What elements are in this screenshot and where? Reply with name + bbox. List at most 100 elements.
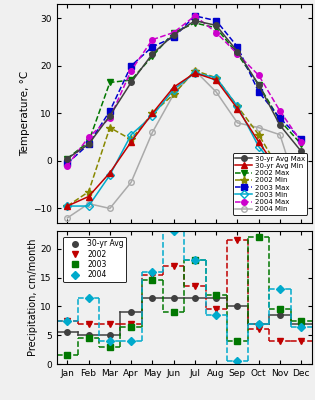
2004 Max	[66, 163, 69, 168]
2003 Max	[257, 90, 261, 94]
Legend: 30-yr Avg, 2002, 2003, 2004: 30-yr Avg, 2002, 2003, 2004	[63, 237, 126, 282]
2004 Max	[257, 73, 261, 78]
2002 Min	[172, 92, 175, 97]
2003	[236, 338, 239, 343]
2004 Min	[87, 201, 90, 206]
2004	[129, 338, 133, 343]
2004	[87, 295, 90, 300]
2003	[129, 324, 133, 329]
2002 Max	[66, 156, 69, 161]
2004 Max	[172, 30, 175, 35]
2003 Max	[108, 108, 112, 113]
2002 Max	[278, 118, 282, 123]
2004 Min	[108, 206, 112, 211]
2004	[172, 229, 175, 234]
2003 Max	[236, 44, 239, 49]
2004 Max	[129, 68, 133, 73]
2003 Max	[278, 116, 282, 120]
2003	[108, 344, 112, 349]
2002 Max	[151, 54, 154, 59]
2003 Min	[257, 144, 261, 149]
30-yr Avg	[129, 310, 133, 314]
2004 Max	[87, 135, 90, 140]
30-yr Avg	[236, 304, 239, 309]
30-yr Avg	[299, 321, 303, 326]
Line: 2004 Max: 2004 Max	[65, 13, 304, 168]
2004	[236, 359, 239, 364]
2003 Min	[108, 173, 112, 178]
2002 Min	[299, 187, 303, 192]
2004 Min	[66, 216, 69, 220]
Line: 2002 Max: 2002 Max	[65, 20, 304, 161]
30-yr Avg	[278, 313, 282, 318]
2004 Max	[299, 140, 303, 144]
2002	[129, 321, 133, 326]
30-yr Avg Max	[257, 82, 261, 87]
2004 Min	[299, 199, 303, 204]
Line: 2003 Min: 2003 Min	[65, 70, 304, 209]
2002 Min	[87, 189, 90, 194]
2004	[278, 287, 282, 292]
30-yr Avg Max	[87, 142, 90, 147]
30-yr Avg Max	[236, 49, 239, 54]
30-yr Avg	[87, 333, 90, 338]
2002	[299, 338, 303, 343]
Line: 2004 Min: 2004 Min	[65, 68, 304, 221]
Line: 30-yr Avg Min: 30-yr Avg Min	[65, 70, 304, 209]
30-yr Avg Min	[87, 194, 90, 199]
2003 Min	[278, 170, 282, 175]
2004 Min	[236, 120, 239, 125]
2002 Min	[151, 111, 154, 116]
2003 Max	[193, 14, 197, 18]
2004 Max	[214, 30, 218, 35]
2004	[299, 324, 303, 329]
30-yr Avg Max	[108, 113, 112, 118]
2002 Max	[193, 21, 197, 26]
30-yr Avg Min	[257, 140, 261, 144]
2003 Min	[299, 194, 303, 199]
Y-axis label: Precipitation, cm/month: Precipitation, cm/month	[27, 239, 37, 356]
2004 Min	[193, 68, 197, 73]
2002	[257, 327, 261, 332]
2003	[66, 353, 69, 358]
2004	[257, 321, 261, 326]
2003 Min	[151, 113, 154, 118]
2003 Max	[214, 18, 218, 23]
Line: 2003: 2003	[65, 234, 304, 358]
2003	[278, 307, 282, 312]
2003 Max	[87, 142, 90, 147]
2004 Min	[214, 90, 218, 94]
2004 Max	[278, 108, 282, 113]
2002	[108, 321, 112, 326]
2004 Max	[151, 37, 154, 42]
2003 Min	[172, 87, 175, 92]
30-yr Avg Min	[299, 194, 303, 199]
2003 Min	[66, 204, 69, 208]
2004 Min	[257, 125, 261, 130]
2002	[193, 284, 197, 289]
2004 Min	[278, 132, 282, 137]
2003	[172, 310, 175, 314]
2003 Min	[214, 75, 218, 80]
30-yr Avg Max	[278, 123, 282, 128]
30-yr Avg Min	[108, 170, 112, 175]
Y-axis label: Temperature, °C: Temperature, °C	[20, 71, 30, 156]
2002 Min	[129, 137, 133, 142]
30-yr Avg Min	[214, 78, 218, 82]
2002	[66, 318, 69, 323]
2002 Min	[257, 132, 261, 137]
2002 Max	[257, 82, 261, 87]
30-yr Avg Max	[299, 149, 303, 154]
Line: 2002 Min: 2002 Min	[63, 66, 305, 210]
2002	[214, 307, 218, 312]
2002 Min	[193, 68, 197, 73]
2002 Max	[214, 25, 218, 30]
30-yr Avg	[151, 295, 154, 300]
2003 Max	[151, 44, 154, 49]
2002	[278, 338, 282, 343]
2002	[236, 238, 239, 242]
2004	[108, 338, 112, 343]
2004	[193, 258, 197, 263]
2002 Max	[87, 140, 90, 144]
2004 Min	[151, 130, 154, 135]
